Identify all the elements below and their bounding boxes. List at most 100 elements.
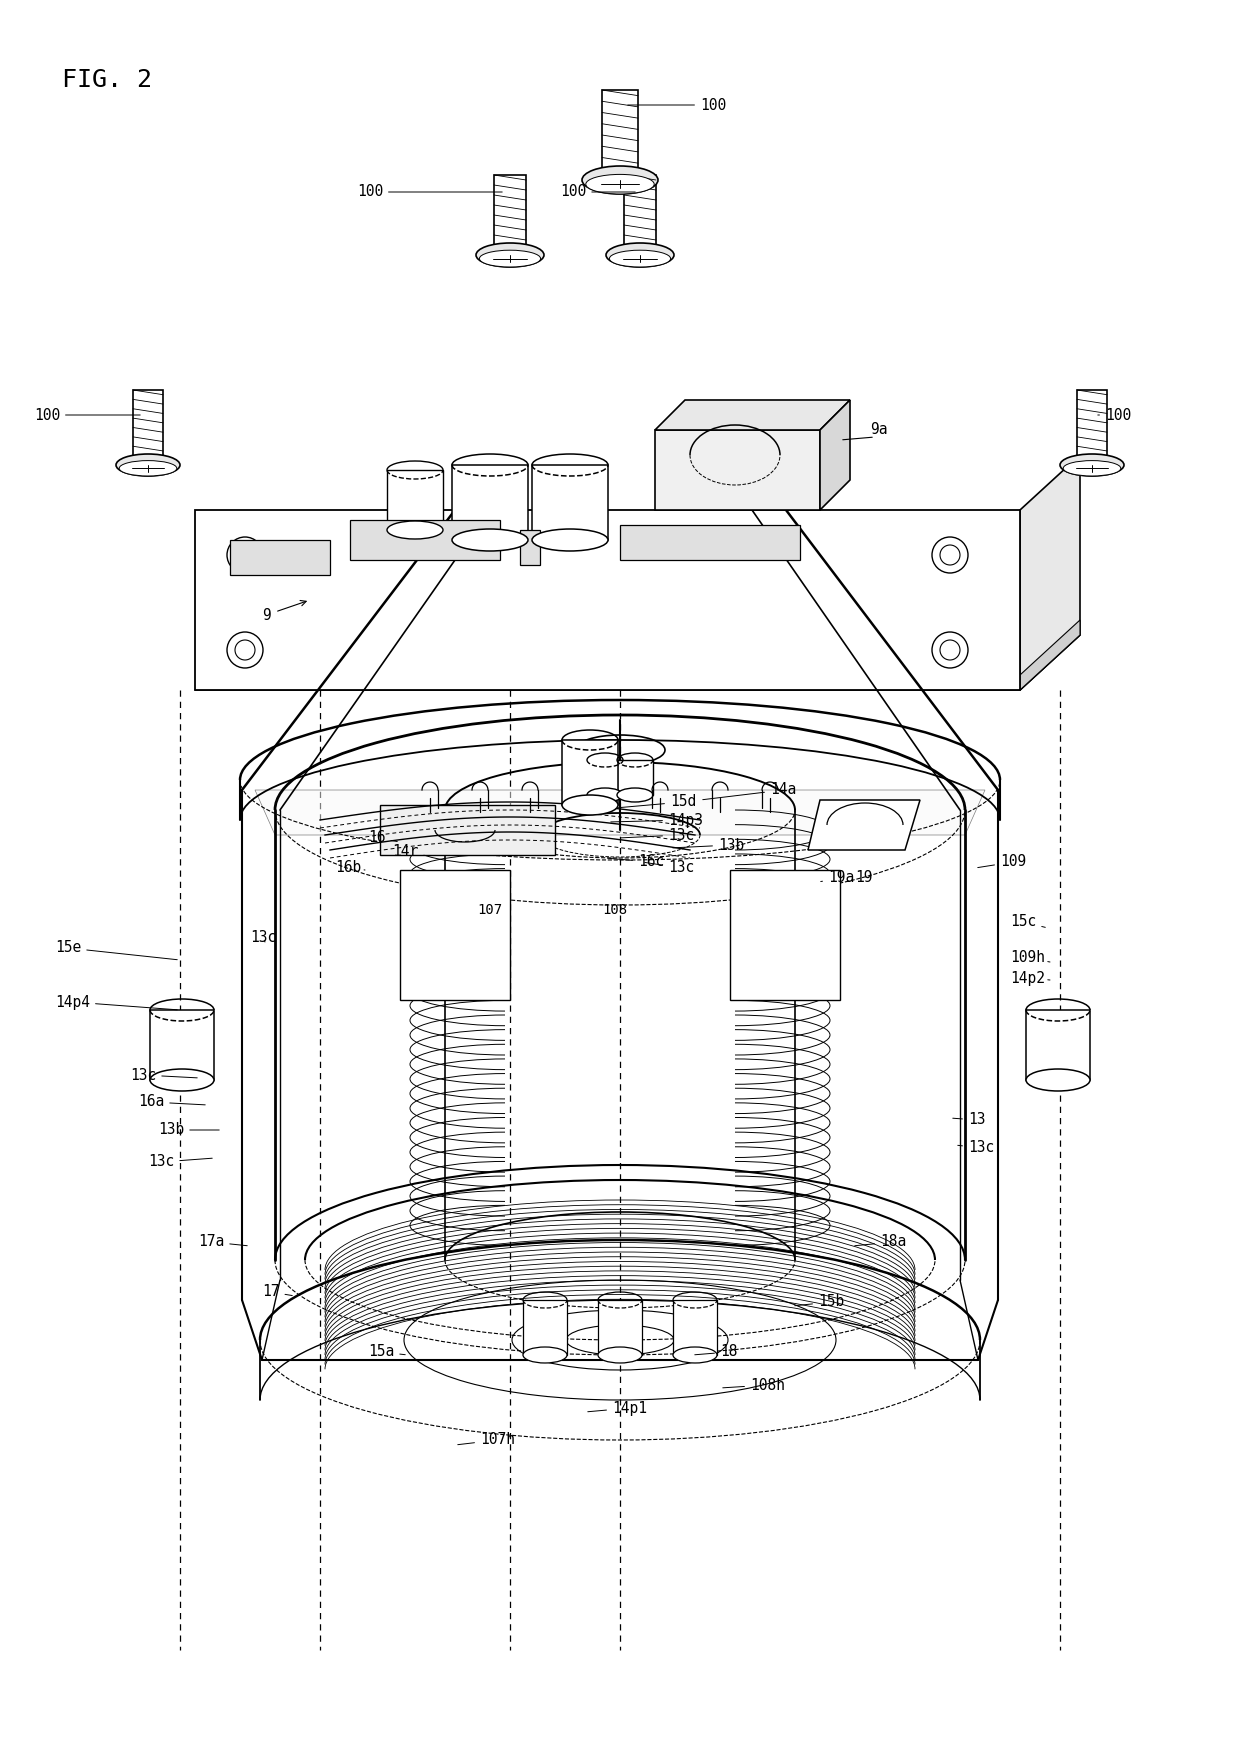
Text: 16a: 16a — [138, 1094, 206, 1110]
Polygon shape — [401, 870, 510, 1001]
Ellipse shape — [609, 250, 671, 268]
Text: 14p2: 14p2 — [1011, 971, 1050, 985]
Text: 16b: 16b — [335, 860, 365, 876]
Polygon shape — [150, 1010, 215, 1080]
Text: 14a: 14a — [703, 782, 796, 800]
Ellipse shape — [562, 795, 618, 816]
Polygon shape — [195, 509, 1021, 691]
Ellipse shape — [119, 460, 177, 476]
Polygon shape — [730, 870, 839, 1001]
Text: 16: 16 — [368, 830, 397, 846]
Text: 100: 100 — [1097, 407, 1131, 423]
Ellipse shape — [1063, 460, 1121, 476]
Polygon shape — [523, 1300, 567, 1355]
Ellipse shape — [532, 529, 608, 552]
Text: 108: 108 — [603, 902, 627, 916]
Polygon shape — [587, 759, 622, 795]
Ellipse shape — [606, 243, 675, 268]
Polygon shape — [562, 740, 618, 805]
Text: 18a: 18a — [854, 1235, 906, 1249]
Ellipse shape — [1025, 1070, 1090, 1091]
Ellipse shape — [618, 788, 653, 802]
Polygon shape — [387, 470, 443, 530]
Ellipse shape — [117, 455, 180, 476]
Text: 9a: 9a — [870, 423, 888, 437]
Circle shape — [940, 544, 960, 566]
Text: 100: 100 — [33, 407, 140, 423]
Polygon shape — [494, 174, 526, 255]
Text: 13c: 13c — [957, 1140, 994, 1156]
Polygon shape — [673, 1300, 717, 1355]
Text: FIG. 2: FIG. 2 — [62, 69, 153, 92]
Text: 13c: 13c — [148, 1154, 212, 1170]
Text: 13: 13 — [952, 1112, 986, 1128]
Polygon shape — [532, 465, 608, 539]
Text: 13c: 13c — [645, 860, 694, 876]
Text: 108h: 108h — [723, 1378, 785, 1392]
Text: 13b: 13b — [157, 1122, 219, 1138]
Text: 13c: 13c — [250, 930, 277, 946]
Text: 13c: 13c — [130, 1068, 197, 1082]
Text: 14p3: 14p3 — [611, 812, 703, 828]
Text: 15a: 15a — [368, 1344, 405, 1360]
Text: 109h: 109h — [1011, 950, 1050, 966]
Text: 107: 107 — [477, 902, 502, 916]
Text: 16c: 16c — [608, 855, 665, 869]
Text: 17: 17 — [262, 1284, 293, 1300]
Polygon shape — [229, 539, 330, 574]
Text: 100: 100 — [357, 185, 502, 199]
Polygon shape — [598, 1300, 642, 1355]
Text: 14p4: 14p4 — [55, 994, 177, 1010]
Polygon shape — [255, 789, 985, 835]
Text: 14p1: 14p1 — [588, 1401, 647, 1415]
Ellipse shape — [587, 788, 622, 802]
Text: 109: 109 — [978, 855, 1027, 869]
Circle shape — [932, 537, 968, 573]
Polygon shape — [133, 389, 162, 465]
Circle shape — [227, 537, 263, 573]
Ellipse shape — [523, 1346, 567, 1364]
Circle shape — [227, 633, 263, 668]
Text: 100: 100 — [627, 97, 727, 113]
Text: 15b: 15b — [795, 1295, 844, 1309]
Ellipse shape — [387, 522, 443, 539]
Polygon shape — [601, 90, 639, 180]
Polygon shape — [350, 520, 500, 560]
Text: 19a: 19a — [821, 870, 854, 886]
Circle shape — [236, 640, 255, 661]
Ellipse shape — [480, 250, 541, 268]
Ellipse shape — [150, 1070, 215, 1091]
Circle shape — [940, 640, 960, 661]
Polygon shape — [808, 800, 920, 849]
Polygon shape — [195, 634, 1080, 691]
Polygon shape — [1025, 1010, 1090, 1080]
Ellipse shape — [598, 1346, 642, 1364]
Circle shape — [236, 544, 255, 566]
Text: 17a: 17a — [198, 1235, 247, 1249]
Text: 15e: 15e — [55, 941, 177, 960]
Polygon shape — [520, 530, 539, 566]
Text: 9: 9 — [262, 608, 270, 622]
Text: 15c: 15c — [1011, 914, 1045, 930]
Polygon shape — [655, 430, 820, 509]
Polygon shape — [624, 174, 656, 255]
Ellipse shape — [453, 529, 528, 552]
Polygon shape — [655, 400, 849, 430]
Ellipse shape — [585, 174, 655, 194]
Polygon shape — [453, 465, 528, 539]
Polygon shape — [618, 759, 653, 795]
Polygon shape — [1021, 455, 1080, 691]
Text: 19: 19 — [848, 870, 873, 886]
Polygon shape — [379, 805, 556, 855]
Text: 13b: 13b — [673, 837, 744, 853]
Text: 13c: 13c — [621, 828, 694, 842]
Text: 14r: 14r — [392, 844, 425, 860]
Text: 18: 18 — [694, 1344, 738, 1360]
Ellipse shape — [476, 243, 544, 268]
Ellipse shape — [673, 1346, 717, 1364]
Polygon shape — [1021, 620, 1080, 691]
Text: 100: 100 — [560, 185, 635, 199]
Ellipse shape — [1060, 455, 1123, 476]
Polygon shape — [820, 400, 849, 509]
Polygon shape — [1078, 389, 1107, 465]
